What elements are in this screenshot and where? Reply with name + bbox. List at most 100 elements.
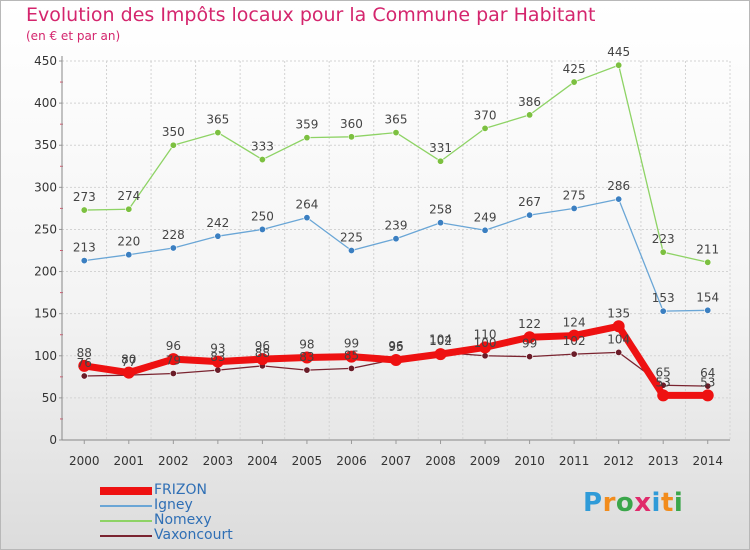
data-label-nomexy: 360 bbox=[340, 117, 363, 131]
data-label-igney: 250 bbox=[251, 209, 274, 223]
axes: 0 50 100 150 200 250 300 350 400 450 2000 2001 2002 2… bbox=[34, 54, 730, 468]
data-point-frizon bbox=[122, 366, 135, 379]
data-point-nomexy bbox=[303, 134, 311, 142]
x-tick-label: 2003 bbox=[203, 454, 234, 468]
x-tick-label: 2010 bbox=[514, 454, 545, 468]
legend-label-igney: Igney bbox=[154, 497, 193, 513]
data-point-vaxoncourt bbox=[303, 366, 311, 374]
data-point-frizon bbox=[300, 351, 313, 364]
data-point-nomexy bbox=[125, 205, 133, 213]
data-point-frizon bbox=[211, 355, 224, 368]
data-point-igney bbox=[437, 219, 445, 227]
data-label-vaxoncourt: 83 bbox=[299, 350, 314, 364]
data-label-frizon: 88 bbox=[77, 346, 92, 360]
data-point-igney bbox=[704, 306, 712, 314]
data-label-nomexy: 273 bbox=[73, 190, 96, 204]
data-label-vaxoncourt: 99 bbox=[522, 337, 537, 351]
data-point-igney bbox=[481, 226, 489, 234]
legend-swatch-igney bbox=[100, 505, 152, 507]
data-point-nomexy bbox=[392, 129, 400, 137]
data-label-nomexy: 350 bbox=[162, 125, 185, 139]
legend-swatch-vaxoncourt bbox=[100, 535, 152, 537]
data-point-frizon bbox=[256, 353, 269, 366]
legend-swatch-frizon bbox=[100, 487, 152, 495]
data-point-igney bbox=[214, 232, 222, 240]
data-label-nomexy: 365 bbox=[385, 113, 408, 127]
data-label-vaxoncourt: 100 bbox=[474, 336, 497, 350]
data-label-igney: 153 bbox=[652, 291, 675, 305]
data-label-igney: 220 bbox=[117, 235, 140, 249]
y-tick-label: 450 bbox=[34, 54, 57, 68]
data-label-igney: 242 bbox=[206, 216, 229, 230]
data-label-frizon: 96 bbox=[166, 339, 181, 353]
data-point-igney bbox=[258, 225, 266, 233]
data-point-vaxoncourt bbox=[615, 348, 623, 356]
data-label-igney: 213 bbox=[73, 241, 96, 255]
data-point-nomexy bbox=[704, 258, 712, 266]
data-label-igney: 154 bbox=[696, 290, 719, 304]
legend-label-nomexy: Nomexy bbox=[154, 512, 212, 528]
legend-label-frizon: FRIZON bbox=[154, 482, 207, 498]
data-point-nomexy bbox=[80, 206, 88, 214]
x-tick-label: 2012 bbox=[603, 454, 634, 468]
data-point-igney bbox=[570, 204, 578, 212]
data-label-nomexy: 425 bbox=[563, 62, 586, 76]
data-point-igney bbox=[659, 307, 667, 315]
data-point-vaxoncourt bbox=[214, 366, 222, 374]
chart-subtitle: (en € et par an) bbox=[26, 29, 121, 43]
data-label-frizon: 110 bbox=[474, 327, 497, 341]
data-point-vaxoncourt bbox=[169, 369, 177, 377]
data-label-vaxoncourt: 88 bbox=[255, 346, 270, 360]
series-line-igney bbox=[83, 198, 709, 312]
data-point-nomexy bbox=[615, 61, 623, 69]
data-label-nomexy: 223 bbox=[652, 232, 675, 246]
data-label-igney: 275 bbox=[563, 188, 586, 202]
y-tick-label: 200 bbox=[34, 265, 57, 279]
data-label-vaxoncourt: 102 bbox=[563, 334, 586, 348]
x-tick-label: 2000 bbox=[69, 454, 100, 468]
y-tick-label: 50 bbox=[42, 391, 57, 405]
series bbox=[78, 61, 714, 402]
x-tick-label: 2008 bbox=[425, 454, 456, 468]
data-label-vaxoncourt: 64 bbox=[700, 366, 715, 380]
data-point-igney bbox=[615, 195, 623, 203]
data-point-vaxoncourt bbox=[347, 364, 355, 372]
y-tick-label: 100 bbox=[34, 349, 57, 363]
grid bbox=[62, 60, 731, 440]
data-point-frizon bbox=[701, 389, 714, 402]
data-point-igney bbox=[80, 257, 88, 265]
data-point-vaxoncourt bbox=[704, 382, 712, 390]
logo-letter: x bbox=[634, 488, 652, 518]
data-label-vaxoncourt: 65 bbox=[656, 365, 671, 379]
legend-label-vaxoncourt: Vaxoncourt bbox=[154, 527, 233, 543]
data-label-igney: 225 bbox=[340, 231, 363, 245]
data-label-nomexy: 365 bbox=[206, 113, 229, 127]
data-point-vaxoncourt bbox=[481, 352, 489, 360]
data-label-vaxoncourt: 96 bbox=[388, 339, 403, 353]
x-tick-label: 2009 bbox=[470, 454, 501, 468]
series-frizon bbox=[78, 320, 714, 402]
y-tick-label: 400 bbox=[34, 96, 57, 110]
data-label-frizon: 93 bbox=[210, 342, 225, 356]
data-point-igney bbox=[169, 244, 177, 252]
logo-letter: t bbox=[660, 488, 674, 518]
x-tick-label: 2001 bbox=[114, 454, 145, 468]
data-point-nomexy bbox=[526, 111, 534, 119]
logo-letter: i bbox=[673, 488, 684, 518]
data-point-frizon bbox=[167, 353, 180, 366]
data-point-nomexy bbox=[169, 141, 177, 149]
data-label-frizon: 124 bbox=[563, 316, 586, 330]
data-point-frizon bbox=[390, 353, 402, 366]
data-point-nomexy bbox=[481, 124, 489, 132]
y-tick-label: 0 bbox=[49, 433, 57, 447]
x-tick-label: 2013 bbox=[648, 454, 679, 468]
series-nomexy bbox=[80, 61, 712, 266]
data-label-nomexy: 386 bbox=[518, 95, 541, 109]
y-tick-label: 350 bbox=[34, 138, 57, 152]
data-label-frizon: 96 bbox=[255, 339, 270, 353]
data-point-igney bbox=[303, 214, 311, 222]
data-label-frizon: 53 bbox=[656, 375, 671, 389]
data-point-frizon bbox=[657, 389, 670, 402]
y-tick-label: 250 bbox=[34, 222, 57, 236]
